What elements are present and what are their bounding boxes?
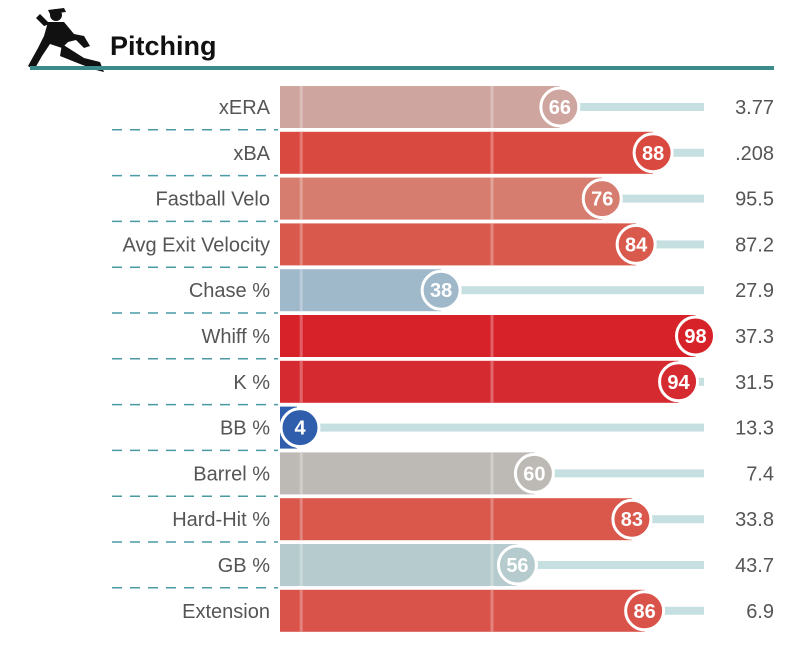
bar-gridline [299, 498, 303, 541]
percentile-label: 56 [506, 555, 528, 577]
percentile-label: 83 [621, 509, 643, 531]
category-label: GB % [218, 555, 270, 577]
bar-gridline [299, 131, 303, 174]
stat-value: .208 [735, 143, 774, 165]
track-line [280, 423, 704, 432]
bar-gridline [299, 177, 303, 220]
percentile-marker [615, 223, 657, 265]
percentile-marker [675, 315, 717, 357]
bar [280, 360, 679, 403]
bar-gridline [490, 544, 494, 586]
percentile-label: 60 [523, 463, 545, 485]
stat-value: 13.3 [735, 418, 774, 440]
stat-value: 95.5 [735, 189, 774, 211]
bar-gridline [299, 544, 303, 586]
percentile-label: 76 [591, 189, 613, 211]
category-label: Extension [182, 601, 270, 623]
category-label: Fastball Velo [155, 189, 270, 211]
percentile-marker [658, 361, 700, 403]
bar [280, 86, 560, 128]
stat-value: 3.77 [735, 97, 774, 119]
category-label: Barrel % [193, 463, 270, 485]
percentile-label: 94 [667, 372, 690, 394]
category-label: Chase % [189, 280, 270, 302]
bar [280, 452, 535, 495]
page-title: Pitching [110, 31, 217, 61]
stat-value: 43.7 [735, 555, 774, 577]
percentile-marker [539, 86, 581, 128]
pitcher-silhouette-icon [28, 8, 104, 72]
bar-gridline [490, 498, 494, 541]
stat-value: 37.3 [735, 326, 774, 348]
percentile-label: 98 [684, 326, 706, 348]
percentile-label: 38 [430, 280, 452, 302]
bar-gridline [490, 315, 494, 357]
bar [280, 223, 637, 266]
bar-gridline [490, 131, 494, 174]
bar-gridline [299, 315, 303, 357]
track-line [280, 286, 704, 295]
bar-gridline [299, 452, 303, 495]
percentile-label: 4 [294, 418, 306, 440]
percentile-marker [581, 178, 623, 220]
stat-value: 7.4 [746, 463, 774, 485]
stat-value: 27.9 [735, 280, 774, 302]
percentile-label: 88 [642, 143, 664, 165]
chart-header: Pitching [28, 8, 774, 72]
bar [280, 131, 654, 174]
percentile-label: 86 [634, 601, 656, 623]
bar-gridline [299, 86, 303, 128]
category-label: xBA [233, 143, 270, 165]
percentile-marker [496, 544, 538, 586]
bar [280, 315, 696, 357]
bar-gridline [299, 223, 303, 266]
category-label: BB % [220, 418, 270, 440]
bar-gridline [490, 177, 494, 220]
stat-value: 6.9 [746, 601, 774, 623]
bar [280, 589, 645, 632]
category-label: K % [233, 372, 270, 394]
bar [280, 269, 442, 312]
percentile-label: 66 [549, 97, 571, 119]
percentile-marker [624, 590, 666, 632]
category-label: Whiff % [201, 326, 270, 348]
bar-gridline [490, 223, 494, 266]
bar [280, 498, 632, 541]
category-label: Avg Exit Velocity [123, 234, 270, 256]
title-rule [30, 66, 774, 70]
percentile-marker [611, 498, 653, 540]
bar [280, 544, 518, 586]
bar-gridline [490, 86, 494, 128]
bar-gridline [490, 589, 494, 632]
percentile-label: 84 [625, 234, 648, 256]
chart-rows: 66 xERA 3.77 88 xBA .208 76 Fastball Velo 95.5 84… [112, 86, 774, 632]
percentile-marker [513, 452, 555, 494]
stat-value: 33.8 [735, 509, 774, 531]
bar-gridline [299, 589, 303, 632]
category-label: Hard-Hit % [172, 509, 270, 531]
bar-gridline [299, 269, 303, 312]
bar-gridline [299, 360, 303, 403]
stat-value: 87.2 [735, 234, 774, 256]
bar [280, 177, 603, 220]
bar-gridline [490, 360, 494, 403]
percentile-marker [420, 269, 462, 311]
percentile-marker [632, 132, 674, 174]
percentile-marker [279, 407, 321, 449]
bar-gridline [490, 452, 494, 495]
stat-value: 31.5 [735, 372, 774, 394]
category-label: xERA [219, 97, 271, 119]
